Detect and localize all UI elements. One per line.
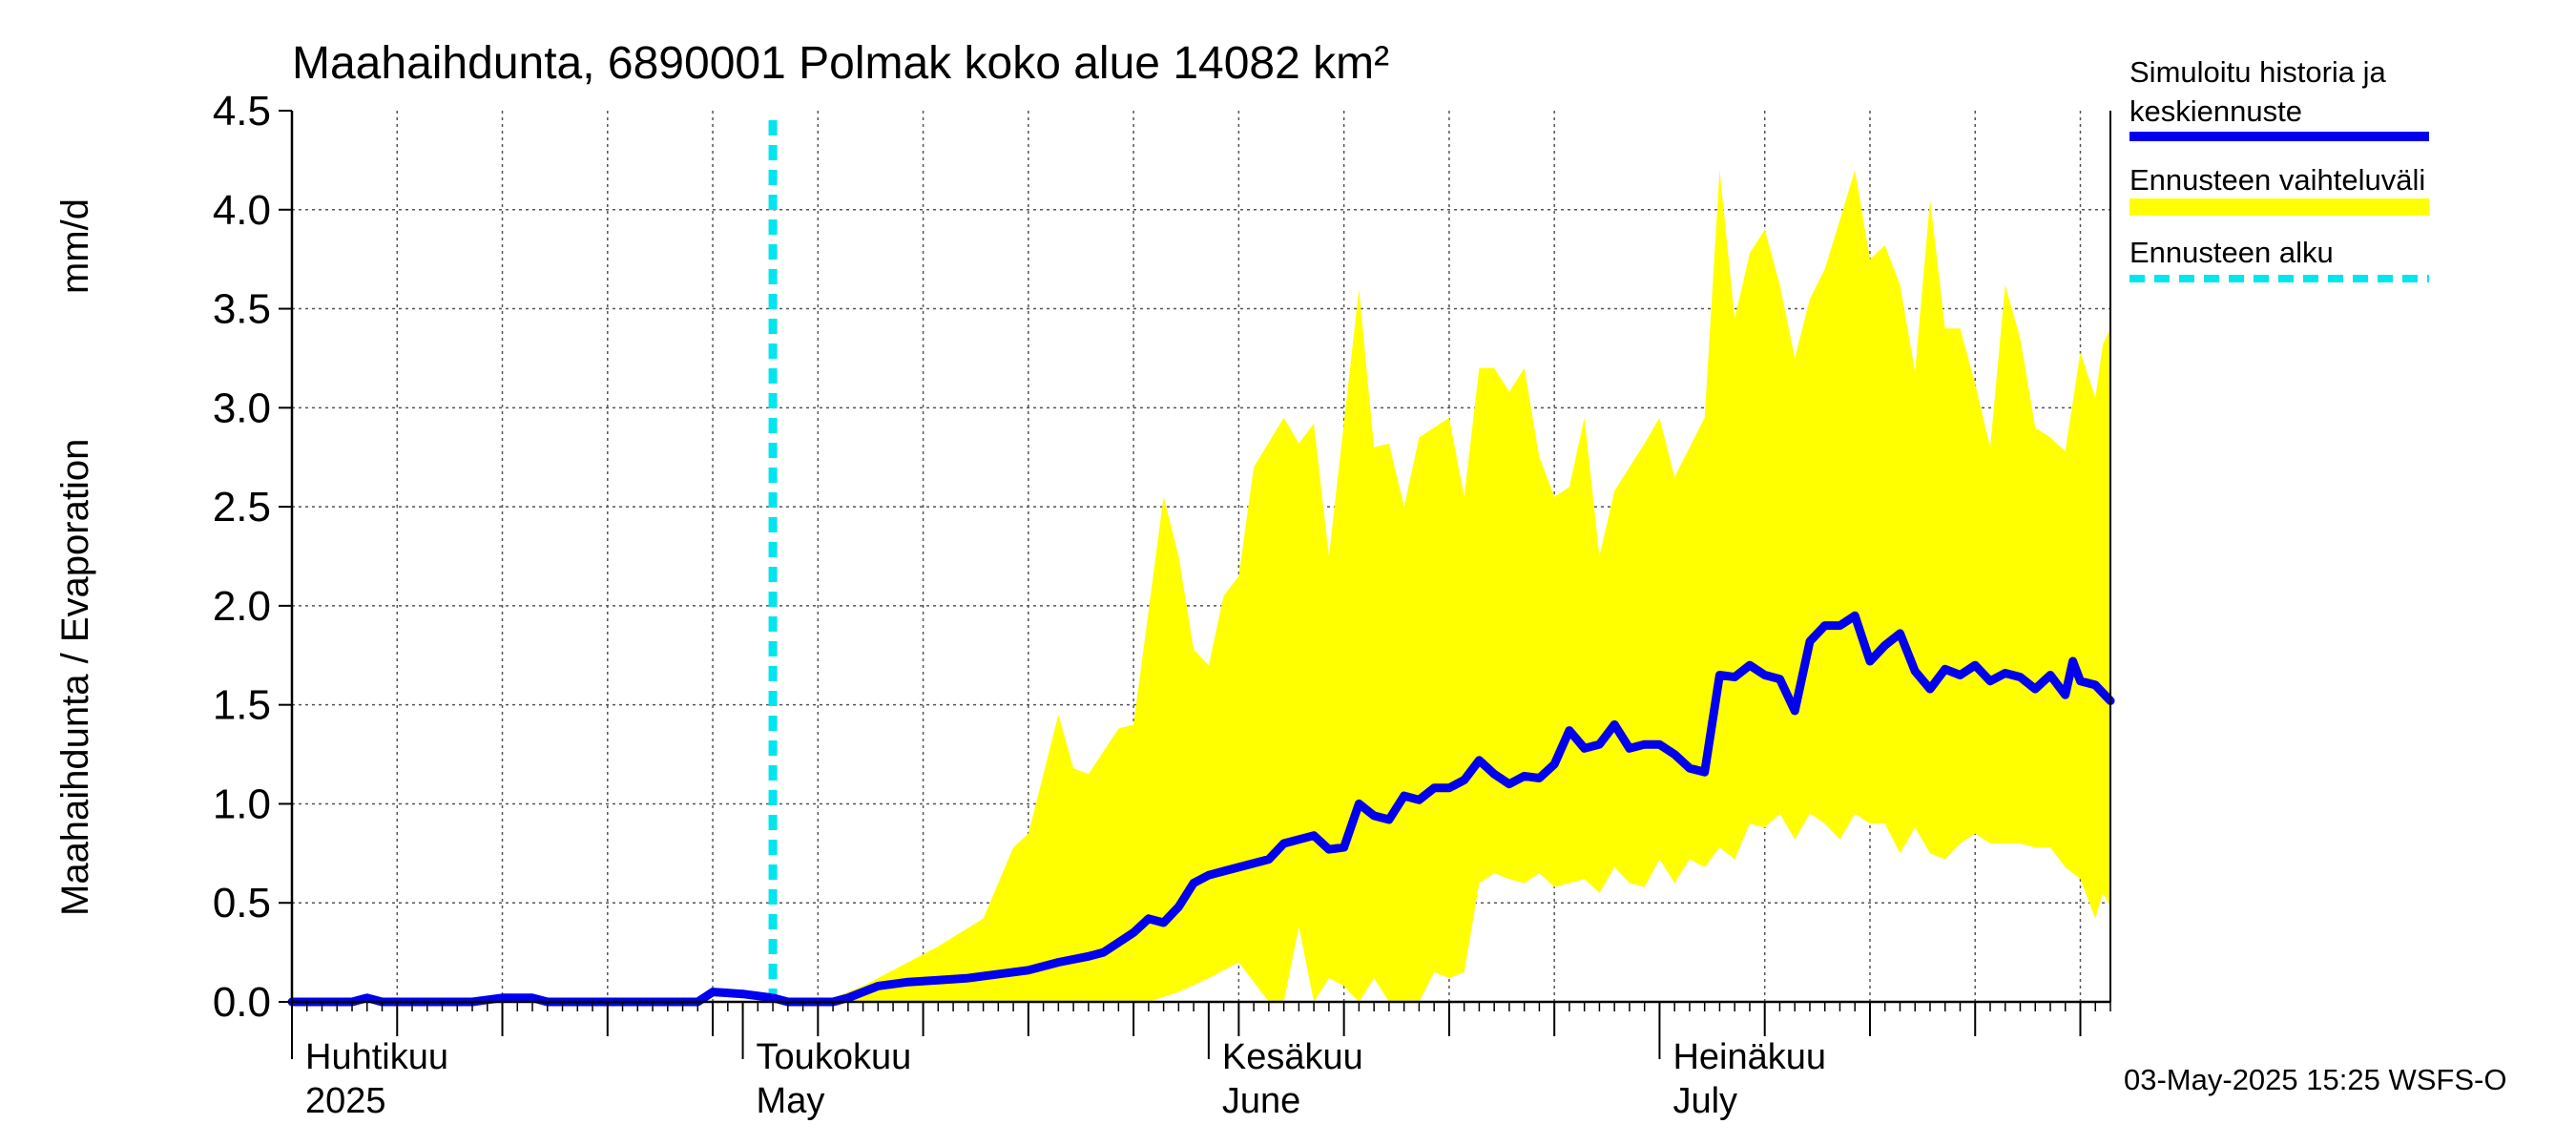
x-month-label-fi: Kesäkuu	[1222, 1037, 1363, 1077]
y-tick-label: 1.0	[213, 781, 271, 827]
x-month-label-en: 2025	[305, 1081, 386, 1121]
legend: Simuloitu historia ja keskiennuste Ennus…	[2129, 55, 2429, 282]
x-month-label-en: July	[1672, 1081, 1737, 1121]
series-line-history-mean	[287, 611, 2115, 1007]
y-tick-label: 3.0	[213, 385, 271, 431]
chart-title: Maahaihdunta, 6890001 Polmak koko alue 1…	[292, 38, 1389, 89]
y-tick-label: 4.5	[213, 88, 271, 135]
legend-label-range: Ennusteen vaihteluväli	[2129, 163, 2425, 197]
x-month-label-fi: Huhtikuu	[305, 1037, 448, 1077]
forecast-range-band	[773, 170, 2110, 1003]
footer-timestamp: 03-May-2025 15:25 WSFS-O	[2124, 1063, 2506, 1096]
legend-label-history-line2: keskiennuste	[2129, 94, 2302, 128]
y-tick-label: 3.5	[213, 286, 271, 333]
x-month-label-en: May	[757, 1081, 825, 1121]
x-month-label-en: June	[1222, 1081, 1300, 1121]
series-lines	[287, 120, 2115, 1007]
axes: 0.0 0.5 1.0 1.5 2.0 2.5 3.0 3.5 4.0 4.5 Huhtikuu20…	[213, 88, 2111, 1121]
y-tick-label: 1.5	[213, 682, 271, 729]
y-tick-label: 2.0	[213, 583, 271, 630]
y-axis-unit: mm/d	[54, 198, 96, 294]
y-tick-label: 4.0	[213, 187, 271, 234]
forecast-range-area	[773, 170, 2110, 1003]
x-month-label-fi: Toukokuu	[757, 1037, 912, 1077]
legend-label-history-line1: Simuloitu historia ja	[2129, 55, 2387, 89]
y-tick-label: 2.5	[213, 484, 271, 531]
y-tick-label: 0.0	[213, 979, 271, 1026]
y-axis-label: Maahaihdunta / Evaporation	[54, 439, 96, 916]
y-tick-label: 0.5	[213, 880, 271, 926]
x-month-label-fi: Heinäkuu	[1672, 1037, 1826, 1077]
legend-label-forecast-start: Ennusteen alku	[2129, 236, 2334, 269]
